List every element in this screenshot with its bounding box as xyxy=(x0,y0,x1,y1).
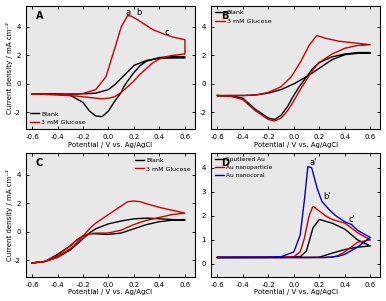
Text: a': a' xyxy=(309,158,317,167)
Legend: Blank, 3 mM Glucose: Blank, 3 mM Glucose xyxy=(134,157,192,173)
X-axis label: Potential / V vs. Ag/AgCl: Potential / V vs. Ag/AgCl xyxy=(254,290,338,296)
Text: c: c xyxy=(164,29,169,37)
Text: C: C xyxy=(36,158,43,168)
X-axis label: Potential / V vs. Ag/AgCl: Potential / V vs. Ag/AgCl xyxy=(68,290,152,296)
Legend: Blank, 3 mM Glucose: Blank, 3 mM Glucose xyxy=(214,9,273,25)
Legend: Sputtered Au, Au nanoparticle, Au nanocoral: Sputtered Au, Au nanoparticle, Au nanoco… xyxy=(214,156,273,180)
Text: b: b xyxy=(137,8,142,17)
Y-axis label: Current density / mA cm⁻²: Current density / mA cm⁻² xyxy=(5,21,13,113)
Text: c': c' xyxy=(349,215,356,224)
Legend: Blank, 3 mM Glucose: Blank, 3 mM Glucose xyxy=(29,110,87,126)
Text: A: A xyxy=(36,11,43,20)
X-axis label: Potential / V vs. Ag/AgCl: Potential / V vs. Ag/AgCl xyxy=(68,142,152,148)
Y-axis label: Current density / mA cm⁻²: Current density / mA cm⁻² xyxy=(5,169,13,261)
X-axis label: Potential / V vs. Ag/AgCl: Potential / V vs. Ag/AgCl xyxy=(254,142,338,148)
Text: a: a xyxy=(125,8,130,17)
Text: B: B xyxy=(221,11,229,20)
Text: D: D xyxy=(221,158,229,168)
Text: b': b' xyxy=(323,192,331,201)
